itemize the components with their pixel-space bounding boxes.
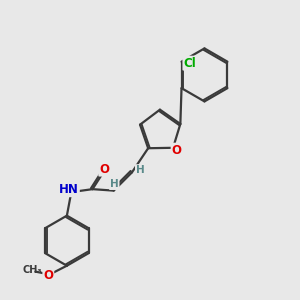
Text: O: O [43,269,53,282]
Text: O: O [99,163,109,176]
Text: Cl: Cl [183,57,196,70]
Text: H: H [136,165,145,175]
Text: O: O [172,144,182,157]
Text: H: H [110,179,119,189]
Text: HN: HN [59,183,79,196]
Text: CH₃: CH₃ [22,266,42,275]
